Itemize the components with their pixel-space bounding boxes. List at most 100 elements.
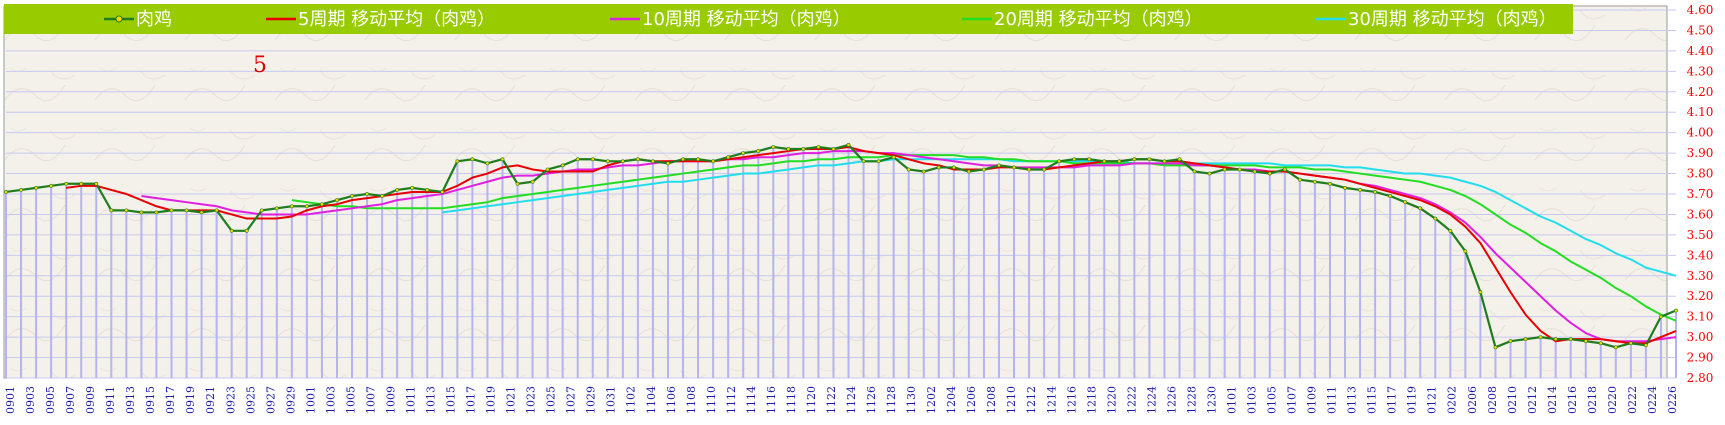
price-point — [154, 210, 159, 215]
x-tick-label: 1007 — [364, 386, 377, 414]
price-point — [1433, 216, 1438, 221]
price-point — [365, 192, 369, 196]
price-point — [1644, 343, 1648, 348]
price-point — [530, 179, 535, 184]
y-tick-label: 3.70 — [1687, 187, 1714, 201]
x-tick-label: 0901 — [4, 386, 17, 414]
x-tick-label: 0212 — [1526, 386, 1539, 414]
price-point — [229, 228, 234, 233]
price-point — [1057, 159, 1062, 164]
price-point — [666, 161, 670, 166]
x-tick-label: 1029 — [585, 386, 598, 414]
x-tick-label: 1214 — [1045, 386, 1058, 414]
price-point — [1012, 165, 1016, 170]
y-tick-label: 3.50 — [1687, 228, 1714, 242]
x-tick-label: 0905 — [44, 386, 57, 414]
x-tick-label: 1015 — [445, 386, 458, 414]
price-point — [560, 163, 565, 168]
legend-label-ma10: 10周期 移动平均（肉鸡） — [642, 9, 851, 30]
price-point — [485, 161, 490, 166]
price-point — [184, 208, 189, 213]
x-tick-label: 1218 — [1085, 386, 1098, 414]
price-point — [1252, 169, 1257, 174]
price-point — [335, 198, 339, 203]
x-tick-label: 1025 — [545, 386, 558, 414]
price-point — [1538, 335, 1543, 340]
y-tick-label: 4.40 — [1687, 44, 1714, 58]
series-lines — [5, 143, 1677, 349]
x-tick-label: 1228 — [1185, 386, 1198, 414]
x-tick-label: 0903 — [24, 386, 37, 414]
series-line-ma20 — [291, 154, 1677, 322]
legend-background — [4, 4, 1573, 34]
x-tick-label: 1110 — [705, 386, 718, 414]
y-tick-labels: 2.80 2.90 3.00 3.10 3.20 3.30 3.40 3.50 3.60 3.70… — [1687, 3, 1714, 385]
x-tick-label: 0911 — [104, 386, 117, 414]
price-point — [455, 159, 460, 164]
price-point — [1659, 314, 1663, 319]
x-tick-label: 0226 — [1666, 386, 1679, 414]
price-point — [1117, 159, 1122, 164]
price-point — [440, 190, 445, 194]
x-tick-label: 0915 — [144, 386, 157, 414]
price-point — [515, 181, 520, 186]
price-point — [966, 169, 971, 174]
price-point — [681, 157, 685, 162]
x-tick-label: 0923 — [224, 386, 237, 414]
price-point — [876, 159, 881, 164]
legend-label-price: 肉鸡 — [136, 9, 172, 30]
x-tick-label: 0208 — [1486, 386, 1499, 414]
x-tick-label: 1112 — [725, 386, 738, 414]
price-point — [1297, 177, 1302, 182]
price-point — [620, 159, 625, 164]
x-tick-label: 1216 — [1065, 386, 1078, 414]
price-point — [1313, 179, 1317, 184]
price-point — [756, 149, 761, 153]
price-point — [1628, 341, 1633, 346]
price-point — [1267, 171, 1272, 176]
price-point — [891, 155, 896, 160]
x-tick-label: 1023 — [525, 386, 538, 414]
x-tick-label: 1017 — [465, 386, 478, 414]
legend-label-ma5: 5周期 移动平均（肉鸡） — [298, 9, 495, 30]
price-point — [380, 194, 385, 198]
price-point — [1583, 339, 1588, 344]
price-point — [1132, 157, 1137, 162]
x-tick-label: 1108 — [685, 386, 698, 414]
price-point — [169, 208, 174, 213]
price-point — [244, 228, 249, 233]
x-tick-label: 0921 — [204, 386, 217, 414]
price-point — [1147, 157, 1152, 162]
price-point — [94, 181, 99, 186]
x-tick-label: 0218 — [1586, 386, 1599, 414]
price-point — [831, 147, 836, 151]
x-tick-label: 0105 — [1266, 386, 1279, 414]
price-point — [1102, 159, 1107, 164]
x-tick-label: 0202 — [1446, 386, 1459, 414]
price-point — [575, 157, 580, 162]
price-point — [1448, 228, 1453, 233]
price-point — [1523, 337, 1528, 342]
price-point — [1674, 308, 1678, 313]
x-tick-label: 1116 — [765, 386, 778, 414]
x-tick-label: 1220 — [1105, 386, 1118, 414]
price-point — [1388, 194, 1393, 198]
x-tick-label: 1122 — [825, 386, 838, 414]
price-point — [1373, 190, 1377, 194]
price-point — [1042, 167, 1047, 172]
price-point — [951, 165, 956, 170]
price-point — [1177, 157, 1182, 162]
x-tick-label: 1027 — [565, 386, 578, 414]
x-tick-label: 0121 — [1426, 386, 1439, 414]
price-point — [741, 151, 746, 156]
y-tick-label: 4.10 — [1687, 105, 1714, 119]
x-tick-label: 1212 — [1025, 386, 1038, 414]
x-tick-label: 0913 — [124, 386, 137, 414]
price-point — [846, 143, 851, 147]
price-point — [1463, 249, 1468, 254]
price-point — [1222, 167, 1227, 172]
x-tick-label: 1224 — [1145, 386, 1158, 414]
x-tick-label: 0216 — [1566, 386, 1579, 414]
